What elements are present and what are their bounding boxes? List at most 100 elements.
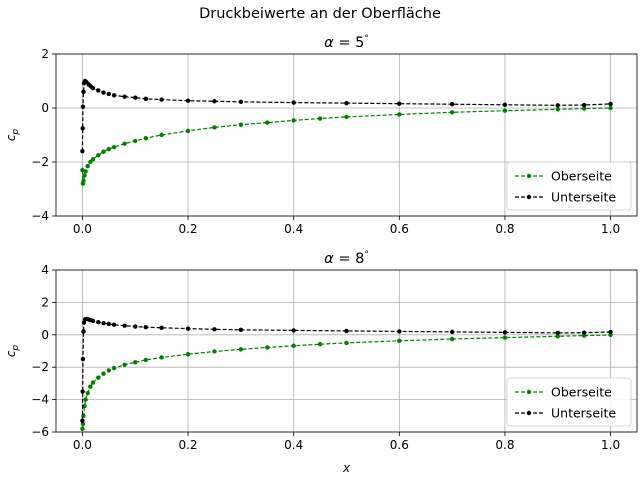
data-point-oberseite [133,138,138,144]
data-point-unterseite [502,330,508,335]
data-point-unterseite [397,329,402,334]
data-point-unterseite [238,99,244,104]
data-point-oberseite [185,352,191,357]
data-point-unterseite [291,328,296,333]
data-point-oberseite [90,157,96,162]
x-tick-label: 0.0 [73,222,92,236]
data-point-unterseite [397,101,402,106]
data-point-unterseite [185,98,191,103]
x-tick-label: 1.0 [601,222,620,236]
data-point-unterseite [502,102,508,107]
data-point-unterseite [80,149,85,154]
legend-marker-oberseite [526,173,532,179]
y-tick-label: 0 [41,101,49,115]
data-point-oberseite [238,347,244,352]
data-point-unterseite [159,97,164,102]
data-point-oberseite [344,114,349,120]
data-point-oberseite [83,169,88,174]
data-point-unterseite [80,126,85,131]
data-point-unterseite [90,85,96,91]
data-point-unterseite [133,95,138,100]
data-point-unterseite [122,94,127,99]
data-point-unterseite [122,323,127,328]
data-point-unterseite [81,89,86,95]
data-point-oberseite [555,107,560,112]
data-point-oberseite [143,357,148,363]
data-point-unterseite [238,327,244,332]
data-point-unterseite [449,329,455,335]
data-point-oberseite [212,349,217,354]
data-point-unterseite [96,88,101,93]
data-point-oberseite [317,116,323,121]
data-point-oberseite [502,335,508,340]
x-axis-label: x [342,461,351,475]
axes-frame [55,269,638,433]
x-tick-label: 0.6 [390,438,409,452]
axes-top: 0.0 0.2 0.4 0.6 0.8 1.0 −4 −2 0 2 cp α = 5° Oberseit… [4,34,638,236]
data-point-unterseite [101,320,106,326]
data-point-unterseite [159,325,164,331]
data-point-unterseite [101,90,106,95]
data-point-unterseite [143,324,148,330]
y-tick-label: −6 [31,425,49,439]
data-point-unterseite [608,101,613,107]
y-tick-label: 2 [41,295,49,309]
legend: Oberseite Unterseite [506,161,632,211]
data-point-oberseite [502,108,508,113]
legend-marker-oberseite [526,389,532,395]
data-point-oberseite [238,122,244,127]
data-point-oberseite [159,355,164,360]
y-tick-label: −2 [31,360,49,374]
legend-label-unterseite: Unterseite [551,406,616,421]
data-point-oberseite [90,380,96,385]
y-tick-label: −4 [31,393,49,407]
data-point-oberseite [581,106,587,111]
x-tick-label: 0.6 [390,222,409,236]
data-point-unterseite [111,322,117,327]
data-point-oberseite [143,136,148,141]
x-tick-label: 0.8 [495,438,514,452]
data-point-oberseite [82,403,87,409]
legend-label-oberseite: Oberseite [551,385,612,400]
data-point-oberseite [449,336,455,342]
data-point-oberseite [555,334,560,339]
figure-suptitle: Druckbeiwerte an der Oberfläche [199,6,441,22]
data-point-oberseite [88,159,93,165]
data-point-oberseite [265,345,270,350]
data-point-oberseite [106,146,112,152]
data-point-oberseite [83,397,88,402]
data-point-unterseite [555,103,560,108]
data-point-oberseite [85,163,90,169]
y-axis-label: cp [4,129,21,142]
data-point-unterseite [555,330,560,336]
data-point-oberseite [88,384,93,389]
data-point-oberseite [82,173,87,178]
data-point-oberseite [122,362,127,367]
data-point-unterseite [143,96,148,102]
series-line-oberseite [81,334,611,429]
data-point-oberseite [85,390,90,396]
data-point-unterseite [96,319,101,325]
data-point-oberseite [317,341,323,347]
data-point-unterseite [90,318,96,324]
data-point-oberseite [96,375,101,380]
axes-bottom: 0.0 0.2 0.4 0.6 0.8 1.0 −6 −4 −2 0 2 4 cp x α = 8° Ober… [4,250,638,475]
data-point-unterseite [106,91,112,97]
x-tick-label: 0.4 [284,438,303,452]
data-point-oberseite [106,368,112,373]
legend-label-oberseite: Oberseite [551,169,612,184]
data-point-oberseite [111,365,117,371]
data-point-oberseite [449,110,455,115]
data-point-oberseite [80,421,86,427]
y-tick-label: 2 [41,47,49,61]
x-tick-label: 0.0 [73,438,92,452]
data-point-unterseite [581,102,587,108]
data-point-oberseite [101,149,106,154]
data-point-unterseite [212,99,217,104]
data-point-unterseite [111,93,117,98]
data-point-oberseite [265,120,270,125]
data-point-oberseite [96,153,101,158]
data-point-oberseite [101,371,106,376]
data-point-oberseite [81,178,86,184]
data-point-oberseite [397,112,402,117]
